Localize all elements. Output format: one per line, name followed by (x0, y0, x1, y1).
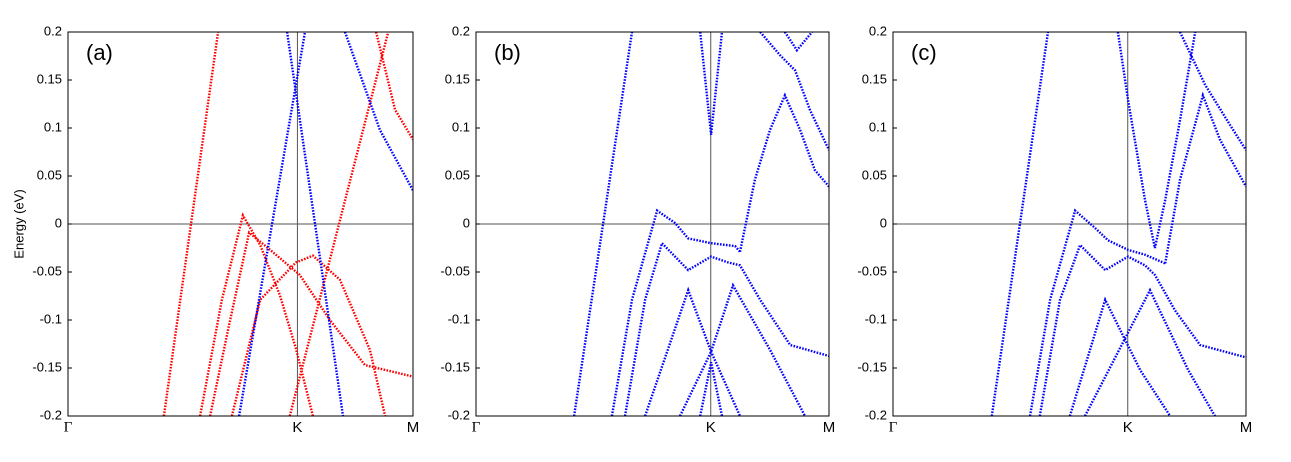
x-tick-label: K (1123, 419, 1133, 436)
band-line (610, 208, 741, 416)
band-line (288, 32, 390, 416)
y-tick-label: -0.15 (32, 359, 62, 374)
y-tick-label: -0.2 (40, 407, 62, 422)
y-tick-label: 0.05 (862, 167, 887, 182)
y-tick-label: -0.05 (440, 263, 470, 278)
y-tick-label: -0.2 (448, 407, 470, 422)
y-tick-label: 0.05 (445, 167, 470, 182)
band-line (1164, 91, 1246, 264)
band-line (1028, 208, 1166, 416)
y-tick-label: -0.2 (865, 407, 887, 422)
band-line (678, 282, 807, 416)
panel: -0.2 -0.15 -0.1 -0.05 0 0.05 0.1 0.15 0.2 Γ K M (c) (857, 23, 1252, 436)
panel: -0.2 -0.15 -0.1 -0.05 0 0.05 0.1 0.15 0.2 Γ K M (b) (440, 23, 835, 436)
band-line (699, 361, 724, 416)
band-line (1038, 242, 1246, 416)
panel-title: (c) (911, 40, 937, 65)
y-tick-label: 0.1 (869, 119, 887, 134)
band-line (1068, 296, 1172, 416)
y-tick-label: -0.05 (857, 263, 887, 278)
y-axis-label: Energy (eV) (11, 189, 26, 258)
y-tick-label: 0 (463, 215, 470, 230)
y-tick-label: 0.15 (445, 71, 470, 86)
y-tick-label: 0 (880, 215, 887, 230)
x-tick-label: K (706, 419, 716, 436)
x-tick-label: Γ (64, 419, 73, 435)
panel: -0.2 -0.15 -0.1 -0.05 0 0.05 0.1 0.15 0.2 Γ K M (a) E… (11, 23, 419, 436)
y-tick-label: -0.15 (440, 359, 470, 374)
y-tick-label: 0.1 (44, 119, 62, 134)
plot-frame (892, 31, 1247, 417)
band-line (230, 254, 387, 416)
band-line (343, 32, 413, 191)
y-tick-label: -0.1 (40, 311, 62, 326)
y-tick-label: -0.15 (857, 359, 887, 374)
band-line (759, 32, 829, 151)
x-tick-label: Γ (472, 419, 481, 435)
band-line (237, 32, 307, 416)
band-line (374, 32, 413, 141)
plot-frame (475, 31, 830, 417)
y-tick-label: 0.15 (862, 71, 887, 86)
band-line (738, 92, 829, 253)
x-tick-label: K (292, 419, 302, 436)
plot-frame (67, 31, 414, 417)
x-tick-label: M (1240, 419, 1253, 436)
band-line (198, 212, 315, 416)
y-tick-label: 0.15 (37, 71, 62, 86)
band-line (1116, 32, 1197, 249)
y-tick-label: -0.1 (448, 311, 470, 326)
panel-title: (a) (86, 40, 113, 65)
y-tick-label: -0.05 (32, 263, 62, 278)
y-tick-label: 0.05 (37, 167, 62, 182)
x-tick-label: Γ (889, 419, 898, 435)
band-line (208, 230, 413, 416)
y-tick-label: 0.2 (44, 23, 62, 38)
x-tick-label: M (823, 419, 836, 436)
y-tick-label: 0 (55, 215, 62, 230)
band-line (623, 240, 829, 416)
x-tick-label: M (407, 419, 420, 436)
band-line (1083, 287, 1216, 416)
band-line (783, 32, 814, 53)
band-line (1178, 32, 1246, 151)
band-line (699, 32, 724, 135)
y-tick-label: 0.2 (452, 23, 470, 38)
y-tick-label: -0.1 (865, 311, 887, 326)
panel-title: (b) (494, 40, 521, 65)
y-tick-label: 0.1 (452, 119, 470, 134)
band-line (643, 286, 742, 416)
y-tick-label: 0.2 (869, 23, 887, 38)
